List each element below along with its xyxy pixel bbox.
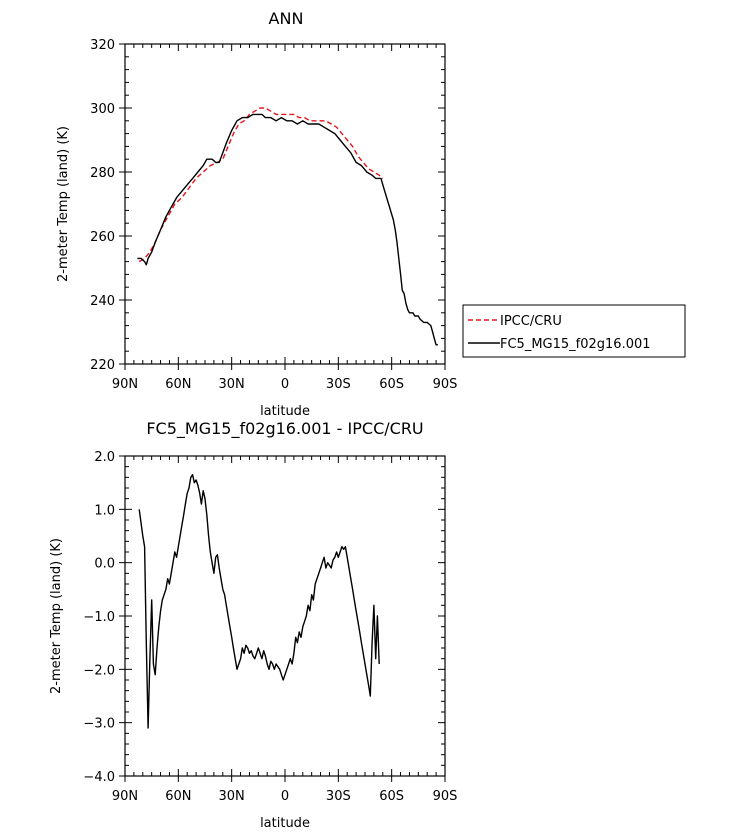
x-tick-label: 60S [379,789,404,804]
x-tick-label: 30N [219,789,245,804]
y-tick-label: 2.0 [94,450,115,465]
series-group [138,474,380,729]
series-group [137,107,438,346]
y-tick-label: −4.0 [83,770,115,785]
y-tick-label: 300 [90,102,115,117]
series-line-difference [138,474,380,729]
x-tick-label: 30S [326,377,351,392]
y-axis-label: 2-meter Temp (land) (K) [49,538,64,694]
chart-title: FC5_MG15_f02g16.001 - IPCC/CRU [146,419,423,439]
x-tick-label: 60N [165,377,191,392]
x-axis-label: latitude [260,404,310,419]
y-tick-label: 0.0 [94,557,115,572]
x-tick-label: 60S [379,377,404,392]
y-axis-label: 2-meter Temp (land) (K) [56,126,71,282]
chart-temperature-difference: FC5_MG15_f02g16.001 - IPCC/CRU 90N 60N 30N… [49,419,457,831]
chart-annual-temperature: ANN 90N 60N 30N 0 30S 60S 90S 220 240 260 280 300 32… [56,9,686,419]
x-tick-label: 0 [281,377,289,392]
legend: IPCC/CRU FC5_MG15_f02g16.001 [462,304,686,358]
y-tick-label: 280 [90,166,115,181]
plot-frame [124,455,446,777]
x-tick-label: 90N [112,377,138,392]
chart-title: ANN [269,9,304,28]
legend-label-model: FC5_MG15_f02g16.001 [500,337,651,352]
x-tick-label: 90S [433,377,458,392]
x-tick-label: 60N [165,789,191,804]
x-tick-label: 30N [219,377,245,392]
tick-group: 90N 60N 30N 0 30S 60S 90S 220 240 260 280 300 320 [90,38,457,392]
x-axis-label: latitude [260,816,310,831]
series-line-ipcc-cru [138,107,384,263]
x-tick-label: 0 [281,789,289,804]
legend-label-ipcc: IPCC/CRU [500,314,562,329]
y-tick-label: −1.0 [83,610,115,625]
x-tick-label: 90S [433,789,458,804]
x-tick-label: 90N [112,789,138,804]
tick-group: 90N 60N 30N 0 30S 60S 90S −4.0 −3.0 −2.0 −1.0 0.0 1.… [83,450,457,804]
series-line-fc5-mg15-f02g16-001 [137,113,438,346]
y-tick-label: 220 [90,358,115,373]
y-tick-label: 240 [90,294,115,309]
y-tick-label: 260 [90,230,115,245]
y-tick-label: 1.0 [94,503,115,518]
y-tick-label: 320 [90,38,115,53]
y-tick-label: −3.0 [83,717,115,732]
y-tick-label: −2.0 [83,663,115,678]
legend-box [462,304,686,358]
x-tick-label: 30S [326,789,351,804]
